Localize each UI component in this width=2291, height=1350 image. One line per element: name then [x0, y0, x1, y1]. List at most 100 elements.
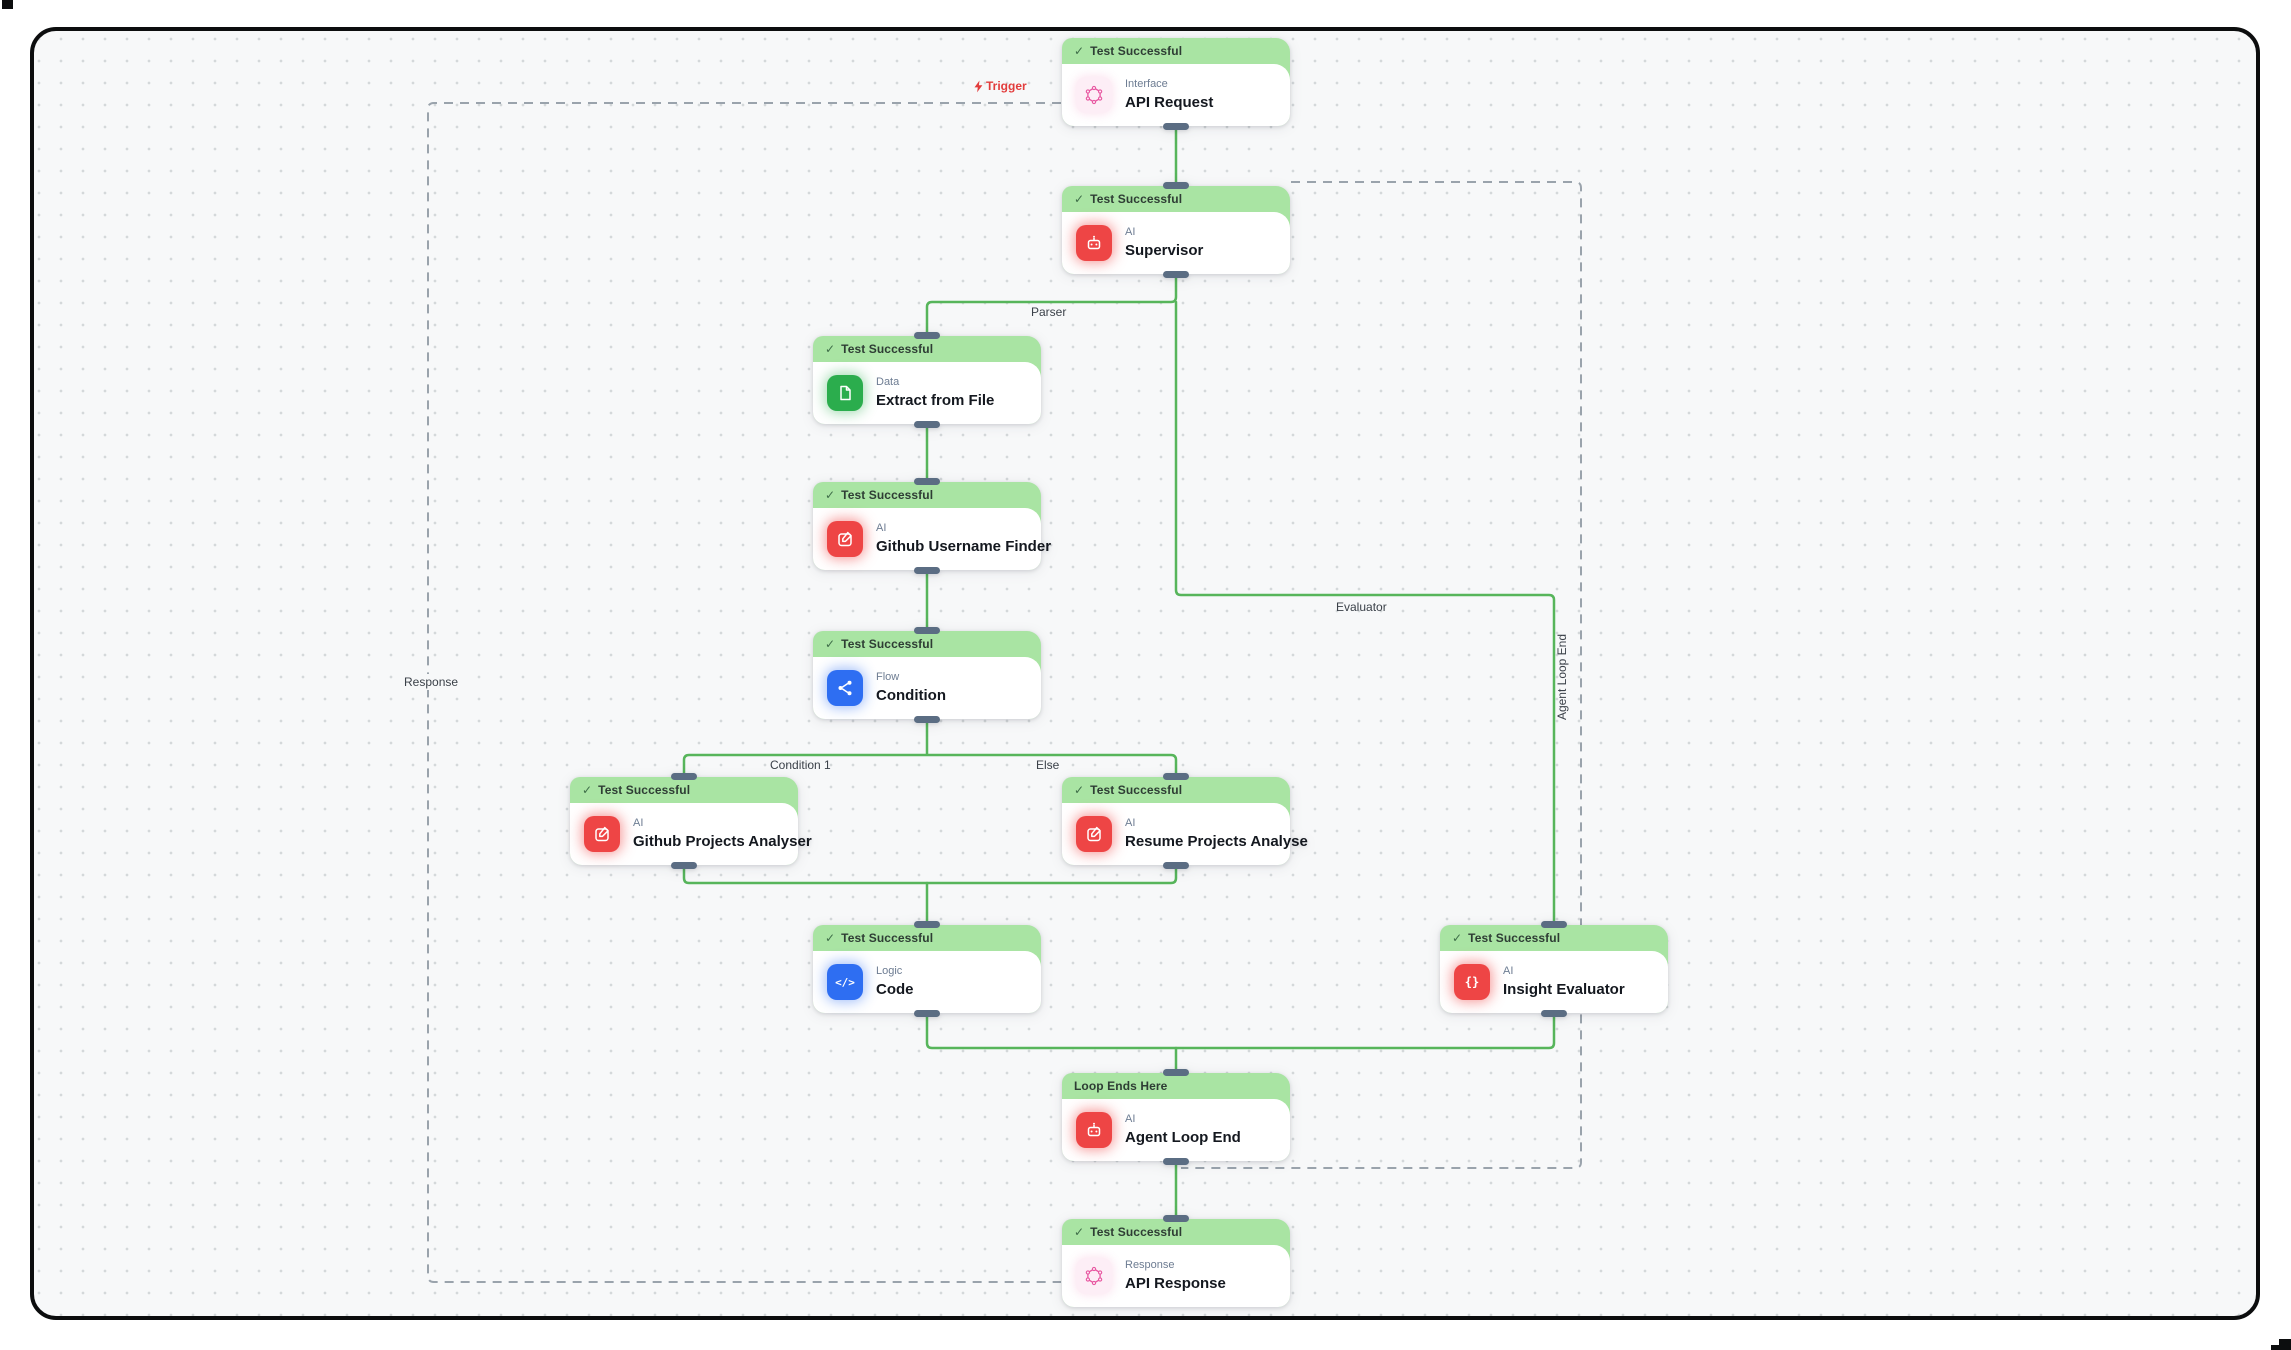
check-icon: ✓: [1074, 783, 1085, 797]
input-port[interactable]: [1163, 773, 1189, 780]
edit-icon: [827, 521, 863, 557]
edge-label-condition-1: Condition 1: [770, 758, 831, 772]
canvas-dot-grid[interactable]: Trigger Parser Evaluator Condition 1 Els…: [34, 31, 2256, 1316]
node-status-text: Test Successful: [841, 637, 934, 651]
node-status-text: Test Successful: [841, 931, 934, 945]
branch-icon: [827, 670, 863, 706]
code-icon: </>: [827, 964, 863, 1000]
node-github-projects-analyser[interactable]: ✓ Test Successful AI Github Projects Anal…: [570, 773, 812, 869]
node-condition[interactable]: ✓ Test Successful Flow Conditi: [813, 627, 1041, 723]
node-category: Response: [1125, 1258, 1175, 1271]
node-status-text: Test Successful: [1468, 931, 1561, 945]
node-github-username-finder[interactable]: ✓ Test Successful AI Github Username Find…: [813, 478, 1051, 574]
node-code[interactable]: ✓ Test Successful </> Logic Code: [813, 921, 1041, 1017]
hex-flower-icon: [1076, 1258, 1112, 1294]
check-icon: ✓: [825, 931, 836, 945]
input-port[interactable]: [1163, 182, 1189, 189]
output-port[interactable]: [1163, 1158, 1189, 1165]
check-icon: ✓: [1074, 44, 1085, 58]
input-port[interactable]: [914, 627, 940, 634]
connector-agent-loop-end-loop: [1181, 181, 1582, 1169]
input-port[interactable]: [1163, 1215, 1189, 1222]
node-agent-loop-end[interactable]: ✓Loop Ends Here AI Agent Loop End: [1062, 1069, 1290, 1165]
output-port[interactable]: [914, 421, 940, 428]
node-category: Interface: [1125, 77, 1168, 90]
check-icon: ✓: [1452, 931, 1463, 945]
node-resume-projects-analyse[interactable]: ✓ Test Successful AI Resume Projects Anal…: [1062, 773, 1308, 869]
connector-response-loop: [427, 102, 1061, 1283]
input-port[interactable]: [1541, 921, 1567, 928]
screen-corner-artifact: [2271, 1345, 2291, 1350]
output-port[interactable]: [914, 567, 940, 574]
node-status-text: Test Successful: [598, 783, 691, 797]
edge-label-evaluator: Evaluator: [1336, 600, 1387, 614]
node-insight-evaluator[interactable]: ✓ Test Successful {} AI Insight Evaluator: [1440, 921, 1668, 1017]
check-icon: ✓: [825, 342, 836, 356]
node-category: AI: [633, 816, 644, 829]
output-port[interactable]: [671, 862, 697, 869]
file-icon: [827, 375, 863, 411]
output-port[interactable]: [1163, 123, 1189, 130]
node-title: Resume Projects Analyse: [1125, 832, 1308, 850]
output-port[interactable]: [1163, 271, 1189, 278]
node-category: AI: [1503, 964, 1514, 977]
node-status-text: Loop Ends Here: [1074, 1079, 1168, 1093]
screen-corner-artifact: [2, 0, 13, 9]
connector-branches-merge: [682, 861, 1178, 885]
node-title: API Response: [1125, 1274, 1226, 1292]
check-icon: ✓: [1074, 1225, 1085, 1239]
connector-supervisor-parser: [925, 270, 1178, 340]
node-category: AI: [1125, 225, 1136, 238]
connector-condition-branches: [682, 753, 1178, 777]
node-title: Condition: [876, 686, 946, 704]
edge-label-else: Else: [1036, 758, 1060, 772]
node-category: AI: [1125, 1112, 1136, 1125]
output-port[interactable]: [914, 1010, 940, 1017]
node-title: Extract from File: [876, 391, 995, 409]
input-port[interactable]: [1163, 1069, 1189, 1076]
node-extract-from-file[interactable]: ✓ Test Successful Data Extract from File: [813, 332, 1041, 428]
node-title: Supervisor: [1125, 241, 1204, 259]
hex-flower-icon: [1076, 77, 1112, 113]
input-port[interactable]: [914, 921, 940, 928]
connector-code-insight-merge: [925, 1009, 1556, 1050]
node-status-text: Test Successful: [1090, 192, 1183, 206]
node-category: AI: [1125, 816, 1136, 829]
workflow-canvas[interactable]: Trigger Parser Evaluator Condition 1 Els…: [30, 27, 2260, 1320]
robot-icon: [1076, 225, 1112, 261]
check-icon: ✓: [825, 637, 836, 651]
check-icon: ✓: [582, 783, 593, 797]
robot-icon: [1076, 1112, 1112, 1148]
node-category: Logic: [876, 964, 903, 977]
node-status-text: Test Successful: [1090, 44, 1183, 58]
connector-layer: [427, 102, 1582, 1283]
node-title: Github Username Finder: [876, 537, 1052, 555]
connector-supervisor-evaluator: [1174, 300, 1556, 925]
check-icon: ✓: [825, 488, 836, 502]
node-title: Agent Loop End: [1125, 1128, 1241, 1146]
edge-label-response: Response: [400, 674, 463, 690]
node-api-request[interactable]: ✓ Test Successful Interface API Re: [1062, 38, 1290, 130]
node-title: API Request: [1125, 93, 1214, 111]
input-port[interactable]: [914, 332, 940, 339]
node-title: Code: [876, 980, 914, 998]
lightning-icon: [974, 80, 983, 92]
edge-label-agent-loop-end: Agent Loop End: [1555, 633, 1569, 721]
node-supervisor[interactable]: ✓ Test Successful AI Supervisor: [1062, 182, 1290, 278]
node-category: AI: [876, 521, 887, 534]
output-port[interactable]: [914, 716, 940, 723]
node-title: Insight Evaluator: [1503, 980, 1625, 998]
input-port[interactable]: [671, 773, 697, 780]
node-title: Github Projects Analyser: [633, 832, 812, 850]
input-port[interactable]: [914, 478, 940, 485]
braces-icon: {}: [1454, 964, 1490, 1000]
edge-label-parser: Parser: [1031, 305, 1067, 319]
node-api-response[interactable]: ✓ Test Successful Response API Res: [1062, 1215, 1290, 1307]
node-category: Flow: [876, 670, 900, 683]
screen-corner-artifact: [2279, 1339, 2291, 1350]
check-icon: ✓: [1074, 192, 1085, 206]
node-status-text: Test Successful: [841, 342, 934, 356]
output-port[interactable]: [1163, 862, 1189, 869]
node-status-text: Test Successful: [841, 488, 934, 502]
output-port[interactable]: [1541, 1010, 1567, 1017]
